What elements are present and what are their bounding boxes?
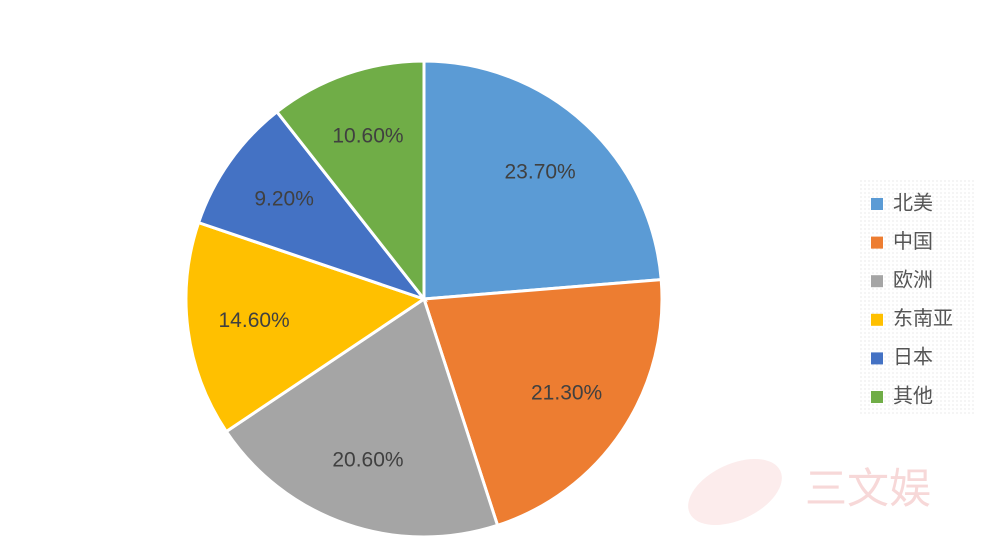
watermark-text: 三文娱 <box>805 465 931 512</box>
data-label: 14.60% <box>219 309 290 332</box>
watermark: 三文娱 <box>688 458 931 526</box>
data-label: 21.30% <box>531 382 602 405</box>
pie-slice <box>274 59 426 304</box>
legend-swatch <box>871 391 883 403</box>
legend-swatch <box>871 352 883 365</box>
pie-slice <box>421 277 664 528</box>
legend-label: 日本 <box>893 346 933 369</box>
legend-box <box>858 180 976 416</box>
legend-swatch <box>871 313 883 326</box>
pie-slice <box>196 109 429 303</box>
legend-label: 东南亚 <box>893 307 953 330</box>
pie-slice <box>422 59 663 301</box>
legend-swatch <box>871 275 883 288</box>
legend-swatch <box>871 198 883 210</box>
data-label: 10.60% <box>332 125 403 148</box>
legend-label: 中国 <box>893 230 933 253</box>
legend-label: 北美 <box>893 191 933 214</box>
data-label: 9.20% <box>254 188 314 211</box>
pie-slice <box>184 220 428 434</box>
data-label: 23.70% <box>505 161 576 184</box>
legend-label: 欧洲 <box>893 268 933 291</box>
legend-label: 其他 <box>893 384 933 407</box>
data-label: 20.60% <box>332 448 403 471</box>
legend-swatch <box>871 236 883 249</box>
pie-slice <box>224 296 500 539</box>
